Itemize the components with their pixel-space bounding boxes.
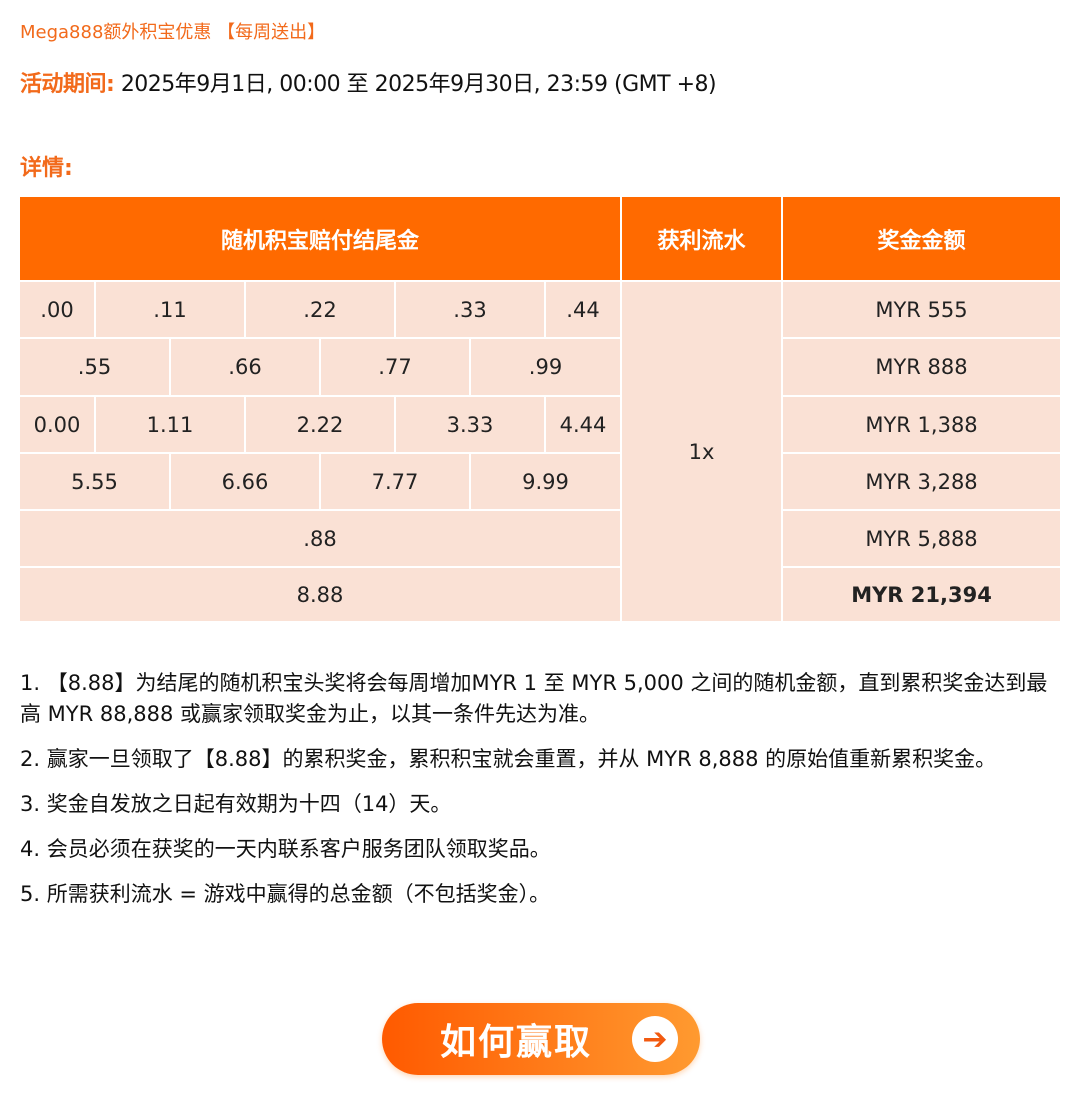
activity-period: 活动期间: 2025年9月1日, 00:00 至 2025年9月30日, 23:… bbox=[20, 66, 717, 98]
term-item: 2. 赢家一旦领取了【8.88】的累积奖金，累积积宝就会重置，并从 MYR 8,… bbox=[20, 747, 997, 771]
term-item: 1. 【8.88】为结尾的随机积宝头奖将会每周增加MYR 1 至 MYR 5,0… bbox=[20, 671, 1048, 726]
period-value: 2025年9月1日, 00:00 至 2025年9月30日, 23:59 (GM… bbox=[120, 72, 717, 97]
prize-cell: MYR 555 bbox=[783, 282, 1062, 339]
prize-cell: MYR 888 bbox=[783, 339, 1062, 397]
ending-cell: .99 bbox=[471, 339, 622, 397]
prize-cell: MYR 1,388 bbox=[783, 397, 1062, 454]
ending-cell: .00 bbox=[20, 282, 96, 339]
ending-cell: 0.00 bbox=[20, 397, 96, 454]
details-label: 详情: bbox=[20, 156, 73, 181]
ending-cell: .33 bbox=[396, 282, 546, 339]
term-item: 3. 奖金自发放之日起有效期为十四（14）天。 bbox=[20, 792, 452, 816]
ending-cell: .22 bbox=[246, 282, 396, 339]
ending-cell: 9.99 bbox=[471, 454, 622, 511]
how-to-win-label: 如何赢取 bbox=[440, 1022, 593, 1063]
ending-cell: 5.55 bbox=[20, 454, 171, 511]
ending-cell: 7.77 bbox=[321, 454, 471, 511]
ending-cell: 3.33 bbox=[396, 397, 546, 454]
ending-cell: 2.22 bbox=[246, 397, 396, 454]
prize-table: 随机积宝赔付结尾金 获利流水 奖金金额 .00.11.22.33.44 MYR 555.… bbox=[20, 197, 1062, 623]
ending-cell: 1.11 bbox=[96, 397, 246, 454]
ending-cell: 8.88 bbox=[20, 568, 622, 623]
prize-cell: MYR 3,288 bbox=[783, 454, 1062, 511]
arrow-right-icon: ➔ bbox=[632, 1016, 678, 1062]
prize-cell: MYR 5,888 bbox=[783, 511, 1062, 568]
term-item: 4. 会员必须在获奖的一天内联系客户服务团队领取奖品。 bbox=[20, 837, 551, 861]
ending-cell: .11 bbox=[96, 282, 246, 339]
header-prize: 奖金金额 bbox=[783, 197, 1062, 282]
ending-cell: .44 bbox=[546, 282, 622, 339]
promo-title: Mega888额外积宝优惠 【每周送出】 bbox=[20, 22, 326, 43]
ending-cell: 4.44 bbox=[546, 397, 622, 454]
ending-cell: .55 bbox=[20, 339, 171, 397]
ending-cell: 6.66 bbox=[171, 454, 321, 511]
terms-list: 1. 【8.88】为结尾的随机积宝头奖将会每周增加MYR 1 至 MYR 5,0… bbox=[20, 668, 1065, 924]
header-turnover: 获利流水 bbox=[622, 197, 783, 282]
ending-cell: .66 bbox=[171, 339, 321, 397]
period-label: 活动期间: bbox=[20, 72, 115, 97]
prize-cell: MYR 21,394 bbox=[783, 568, 1062, 623]
ending-cell: .77 bbox=[321, 339, 471, 397]
how-to-win-button[interactable]: 如何赢取 ➔ bbox=[382, 1003, 700, 1075]
header-endings: 随机积宝赔付结尾金 bbox=[20, 197, 622, 282]
ending-cell: .88 bbox=[20, 511, 622, 568]
term-item: 5. 所需获利流水 = 游戏中赢得的总金额（不包括奖金）。 bbox=[20, 882, 551, 906]
turnover-cell: 1x bbox=[622, 282, 783, 623]
